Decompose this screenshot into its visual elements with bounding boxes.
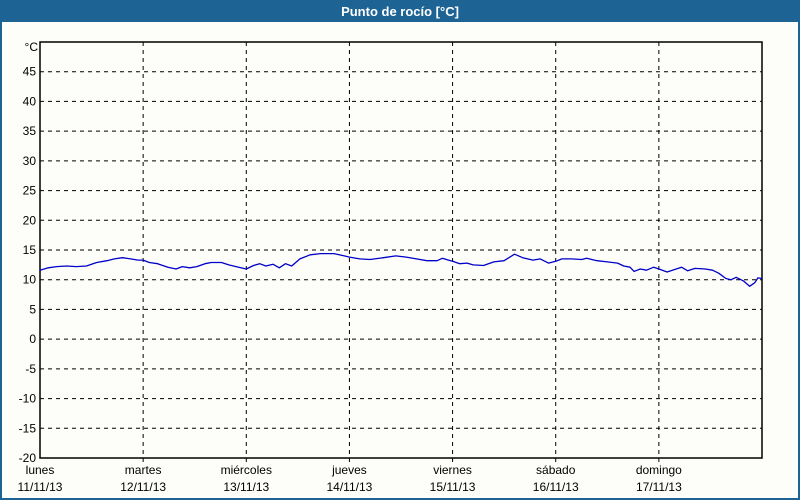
x-date-label: 13/11/13 bbox=[223, 480, 269, 494]
x-day-label: lunes bbox=[26, 463, 55, 477]
x-day-label: viernes bbox=[433, 463, 472, 477]
y-tick-label: 30 bbox=[23, 154, 37, 168]
y-tick-label: 0 bbox=[29, 332, 36, 346]
x-date-label: 12/11/13 bbox=[120, 480, 166, 494]
x-date-label: 16/11/13 bbox=[533, 480, 579, 494]
y-tick-label: 45 bbox=[23, 65, 37, 79]
y-tick-label: 5 bbox=[29, 302, 36, 316]
chart-titlebar: Punto de rocío [°C] bbox=[2, 0, 798, 22]
x-day-label: sábado bbox=[536, 463, 576, 477]
chart-title: Punto de rocío [°C] bbox=[341, 3, 459, 19]
x-date-label: 17/11/13 bbox=[636, 480, 682, 494]
dew-point-line bbox=[39, 252, 763, 287]
x-day-label: miércoles bbox=[221, 463, 272, 477]
y-tick-label: 20 bbox=[23, 213, 37, 227]
y-tick-label: -20 bbox=[19, 451, 37, 465]
y-tick-label: -15 bbox=[19, 421, 37, 435]
x-date-label: 14/11/13 bbox=[327, 480, 373, 494]
x-day-label: martes bbox=[125, 463, 162, 477]
y-tick-label: 10 bbox=[23, 273, 37, 287]
y-tick-label: 15 bbox=[23, 243, 37, 257]
x-day-label: jueves bbox=[331, 463, 367, 477]
x-date-label: 15/11/13 bbox=[430, 480, 476, 494]
y-tick-label: 35 bbox=[23, 124, 37, 138]
y-tick-label: 40 bbox=[23, 94, 37, 108]
y-axis-unit-label: °C bbox=[25, 40, 39, 54]
y-tick-label: -5 bbox=[25, 362, 36, 376]
y-tick-label: 25 bbox=[23, 184, 37, 198]
y-tick-label: -10 bbox=[19, 392, 37, 406]
plot-frame bbox=[39, 41, 763, 459]
x-day-label: domingo bbox=[636, 463, 682, 477]
x-date-label: 11/11/13 bbox=[18, 480, 63, 494]
